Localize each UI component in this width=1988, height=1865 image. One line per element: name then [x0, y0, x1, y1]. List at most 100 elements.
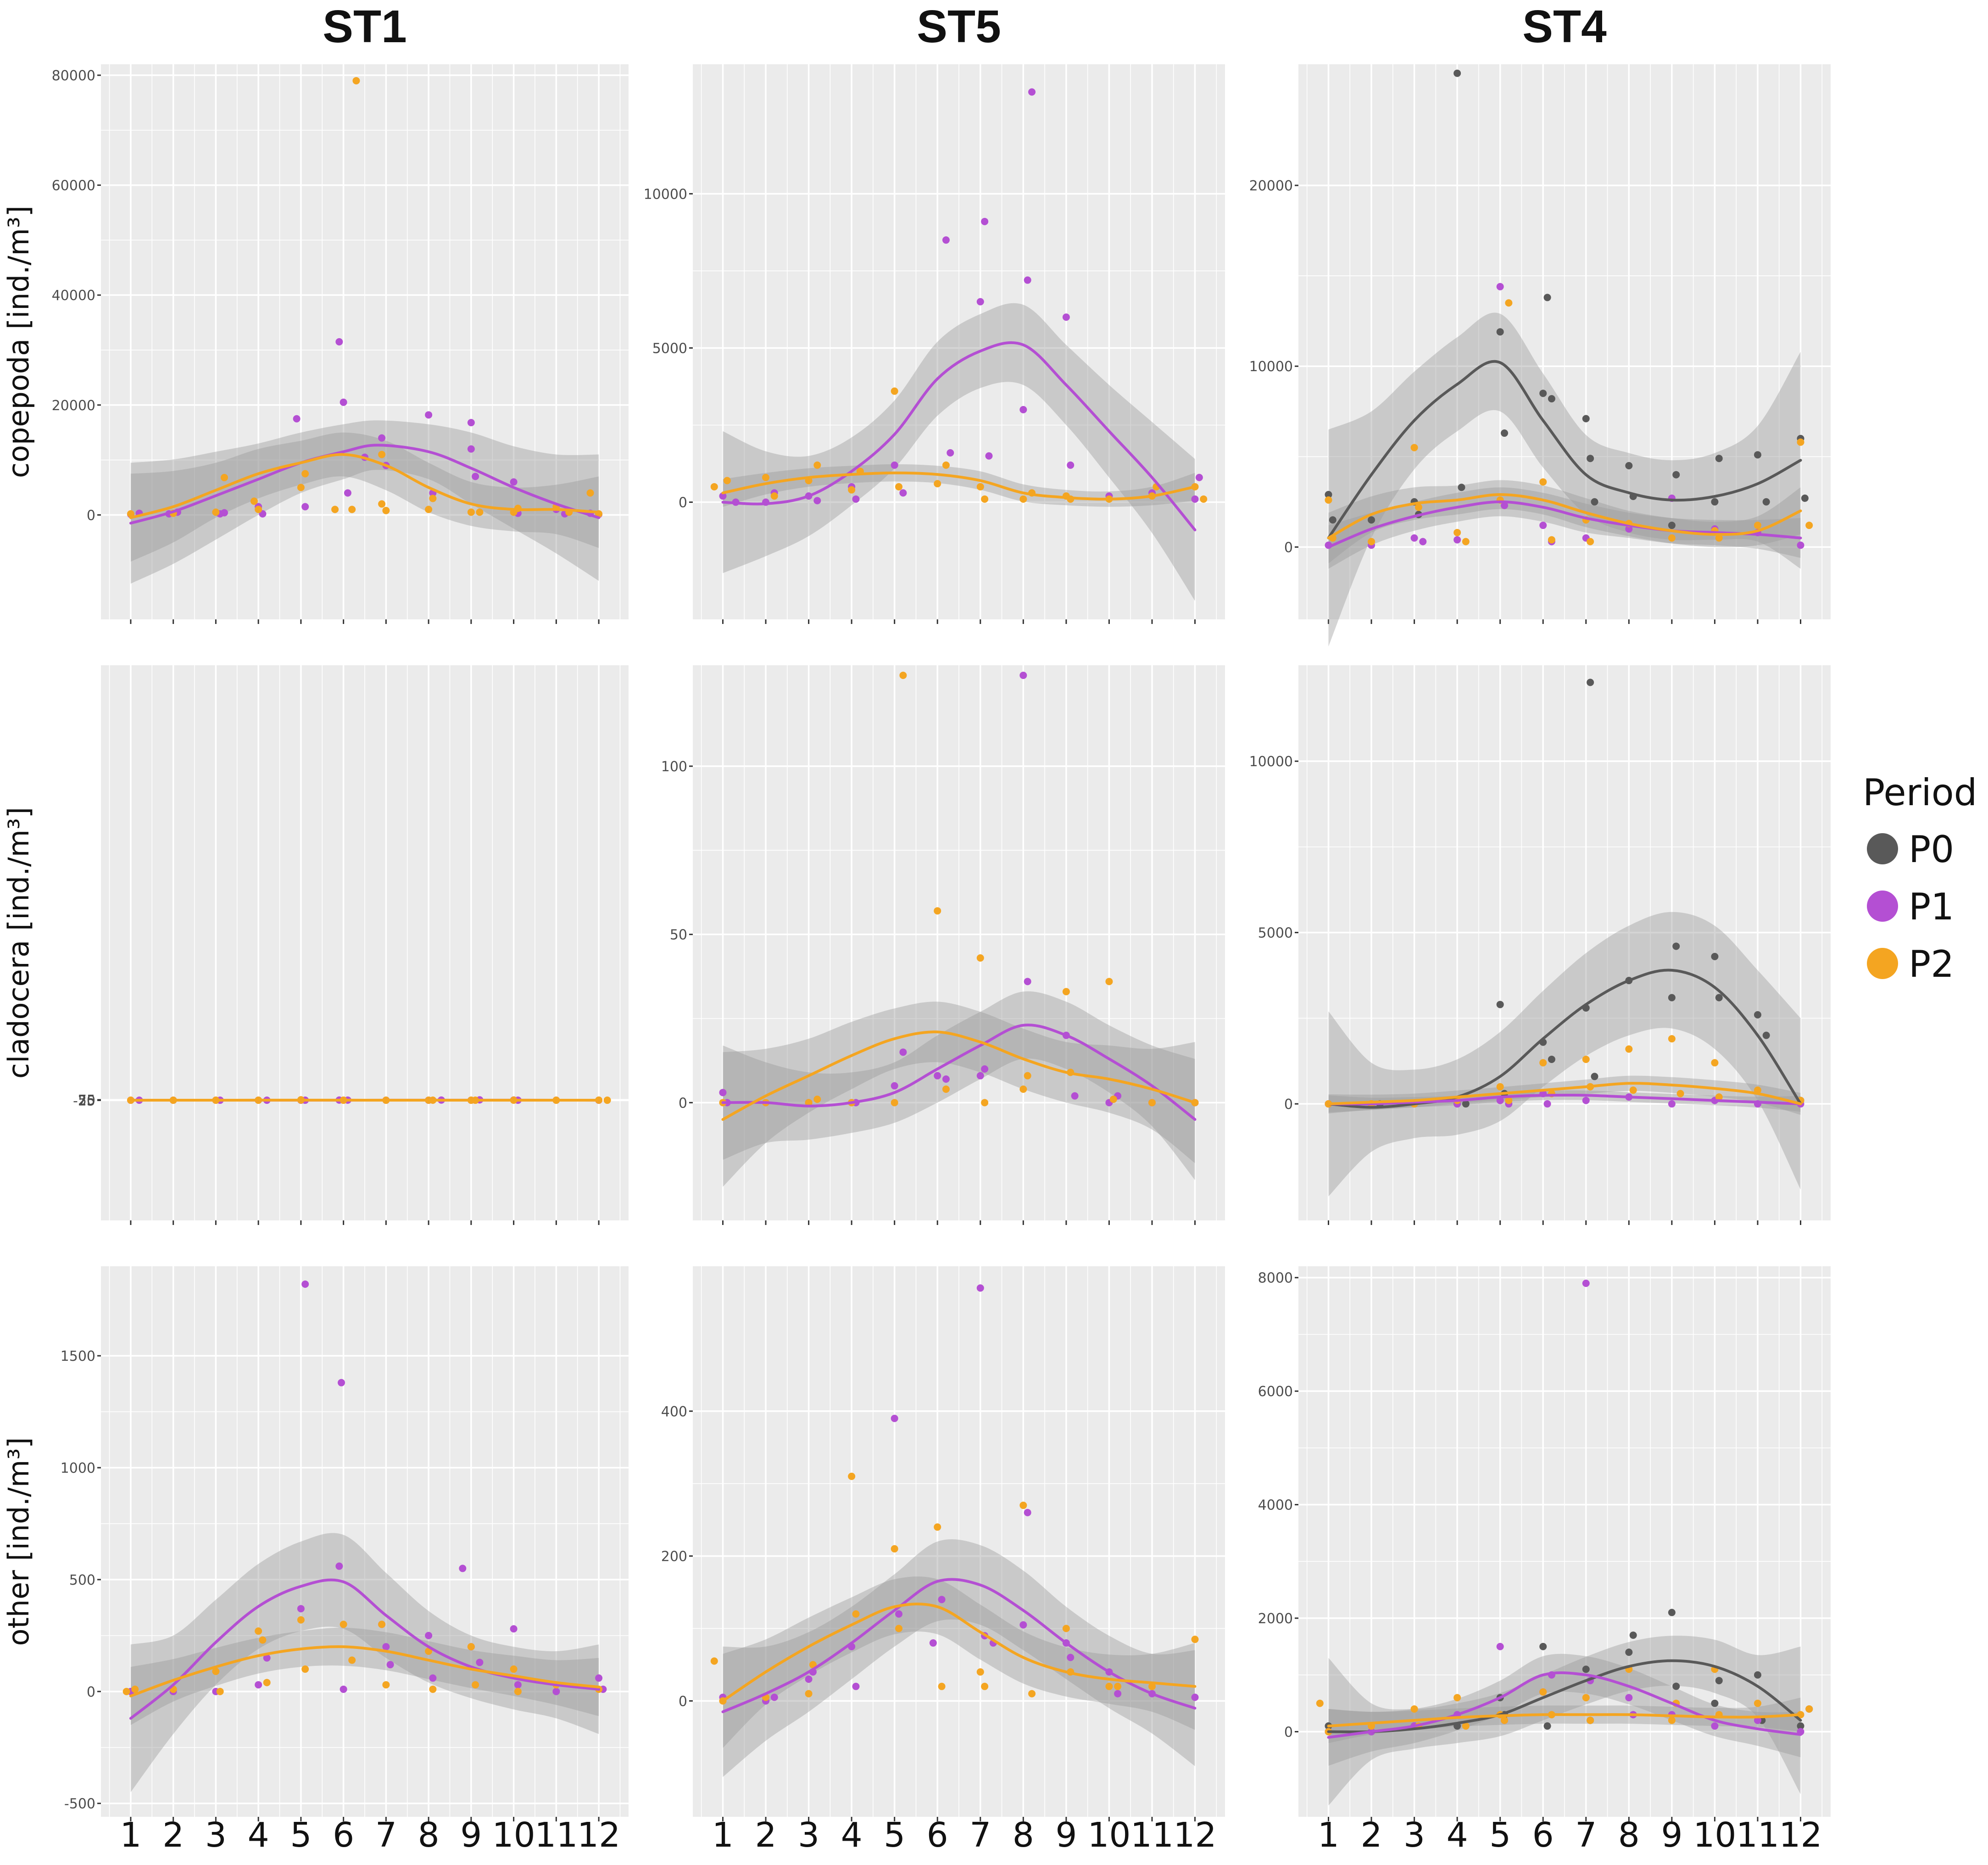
- data-point-p1: [805, 1676, 813, 1683]
- data-point-p1: [1067, 1653, 1075, 1661]
- data-point-p1: [1496, 1097, 1504, 1104]
- data-point-p2: [934, 907, 941, 915]
- data-point-p2: [942, 1086, 950, 1093]
- data-point-p2: [378, 500, 386, 508]
- data-point-p2: [1191, 1636, 1199, 1643]
- data-point-p1: [1754, 1716, 1761, 1724]
- x-tick-label: 5: [884, 1815, 905, 1855]
- data-point-p0: [1762, 498, 1770, 506]
- data-point-p2: [1414, 503, 1422, 511]
- data-point-p1: [719, 1089, 727, 1097]
- data-point-p2: [382, 507, 390, 514]
- data-point-p2: [942, 461, 950, 469]
- data-point-p0: [1368, 516, 1375, 524]
- x-tick-label: 11: [1130, 1815, 1174, 1855]
- data-point-p1: [942, 236, 950, 244]
- data-point-p0: [1711, 952, 1719, 960]
- data-point-p1: [1453, 536, 1461, 544]
- panel-other-st1: -500 0 500 1000 1500: [61, 1266, 629, 1821]
- data-point-p0: [1672, 942, 1680, 950]
- data-point-p1: [472, 473, 479, 480]
- data-point-p2: [1062, 988, 1070, 996]
- data-point-p1: [514, 1681, 522, 1689]
- data-point-p2: [255, 506, 262, 513]
- data-point-p2: [263, 1679, 271, 1687]
- data-point-p1: [467, 419, 475, 427]
- data-point-p1: [1543, 1100, 1551, 1108]
- data-point-p2: [710, 483, 718, 490]
- data-point-p0: [1548, 1055, 1555, 1063]
- data-point-p2: [1754, 1699, 1761, 1707]
- x-tick-label: 6: [927, 1815, 948, 1855]
- data-point-p0: [1715, 455, 1723, 462]
- data-point-p2: [762, 473, 770, 481]
- data-point-p0: [1711, 498, 1719, 506]
- data-point-p1: [1019, 406, 1027, 413]
- data-point-p1: [813, 497, 821, 505]
- legend: Period P0 P1 P2: [1863, 771, 1977, 985]
- data-point-p0: [1754, 1011, 1761, 1019]
- data-point-p1: [263, 1654, 271, 1662]
- y-tick-label: 5000: [652, 340, 687, 356]
- data-point-p2: [1028, 1690, 1036, 1698]
- y-tick-label: 500: [69, 1572, 95, 1588]
- data-point-p2: [1625, 1045, 1633, 1053]
- confidence-band-p1: [723, 1539, 1195, 1777]
- data-point-p1: [425, 411, 433, 419]
- data-point-p0: [1582, 1665, 1590, 1673]
- data-point-p1: [337, 1379, 345, 1386]
- data-point-p0: [1329, 516, 1336, 524]
- data-point-p1: [976, 1072, 984, 1080]
- data-point-p2: [1148, 1682, 1156, 1690]
- data-point-p2: [510, 1665, 518, 1673]
- x-tick-label: 10: [1087, 1815, 1130, 1855]
- data-point-p1: [293, 415, 301, 423]
- data-point-p1: [942, 1075, 950, 1083]
- data-point-p1: [301, 1280, 309, 1288]
- data-point-p2: [340, 1620, 347, 1628]
- data-point-p1: [1067, 461, 1075, 469]
- x-tick-label: 6: [333, 1815, 354, 1855]
- data-point-p2: [1501, 1716, 1509, 1724]
- data-point-p2: [1019, 495, 1027, 503]
- data-point-p0: [1625, 1648, 1633, 1656]
- legend-key-p1: [1867, 891, 1898, 922]
- data-point-p1: [429, 1674, 437, 1682]
- data-point-p2: [212, 1667, 220, 1675]
- x-tick-label: 9: [1661, 1815, 1682, 1855]
- data-point-p0: [1715, 1677, 1723, 1685]
- smooth-line-p2: [1327, 493, 1802, 540]
- legend-title: Period: [1863, 771, 1977, 814]
- data-point-p2: [723, 477, 731, 484]
- data-point-p0: [1762, 1031, 1770, 1039]
- data-point-p2: [476, 508, 484, 516]
- smooth-line-p1: [1327, 1093, 1802, 1106]
- data-point-p1: [934, 1072, 941, 1080]
- data-point-p1: [1024, 276, 1031, 284]
- data-point-p2: [382, 1681, 390, 1689]
- data-point-p1: [1496, 283, 1504, 290]
- data-point-p1: [459, 1564, 467, 1572]
- data-point-p2: [1629, 1086, 1637, 1094]
- data-point-p1: [552, 1687, 560, 1695]
- data-point-p0: [1587, 455, 1594, 462]
- column-title-st4: ST4: [1522, 1, 1607, 52]
- data-point-p2: [1582, 1055, 1590, 1063]
- data-point-p2: [378, 451, 386, 458]
- data-point-p2: [813, 461, 821, 469]
- data-point-p2: [1587, 538, 1594, 546]
- data-point-p2: [899, 672, 907, 679]
- data-point-p0: [1672, 471, 1680, 479]
- data-point-p0: [1543, 294, 1551, 301]
- data-point-p1: [938, 1596, 946, 1603]
- data-point-p2: [1496, 1083, 1504, 1091]
- data-point-p2: [429, 495, 437, 502]
- panel-copepoda-st4: 0 10000 20000: [1249, 64, 1831, 647]
- y-tick-label: 10000: [644, 186, 687, 202]
- data-point-p2: [805, 1099, 813, 1107]
- data-point-p1: [340, 1685, 347, 1693]
- y-tick-label: 80000: [52, 68, 95, 84]
- x-tick-label: 1: [1318, 1815, 1339, 1855]
- data-point-p1: [1071, 1092, 1079, 1100]
